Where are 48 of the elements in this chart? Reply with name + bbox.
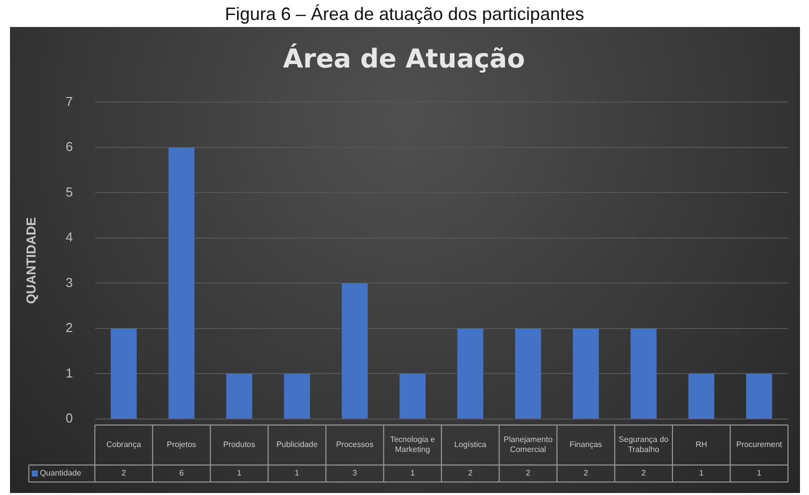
data-label: 1 <box>756 468 762 478</box>
bar <box>400 374 426 418</box>
text: Figura 6 – Área de atuação dos participantes <box>224 3 586 26</box>
x-tick-label: Finanças <box>570 440 602 450</box>
data-label: 2 <box>121 468 126 478</box>
x-tick-label: Logística <box>454 440 487 450</box>
y-tick-label: 3 <box>66 274 73 290</box>
x-tick-label: RH <box>696 440 708 450</box>
bar <box>168 147 194 418</box>
data-label: 2 <box>641 468 646 478</box>
x-tick-label: Segurança do Trabalho <box>618 435 670 454</box>
legend-label: Quantidade <box>40 468 82 478</box>
x-tick-label: Procurement <box>736 440 783 450</box>
bar <box>746 374 772 418</box>
y-tick-label: 2 <box>66 320 73 336</box>
bar <box>688 374 714 418</box>
x-tick-label: Cobrança <box>106 440 142 450</box>
data-label: 2 <box>468 468 474 478</box>
x-tick-label: Projetos <box>166 440 196 450</box>
bar <box>515 328 542 418</box>
bar <box>630 328 657 418</box>
y-tick-label: 0 <box>66 410 73 426</box>
y-tick-label: 4 <box>66 230 73 245</box>
y-tick-label: 6 <box>66 139 73 154</box>
y-tick-label: 7 <box>66 94 73 109</box>
data-label: 1 <box>294 468 300 478</box>
data-label: 3 <box>352 468 358 478</box>
data-label: 2 <box>526 468 531 478</box>
data-label: 2 <box>584 468 589 478</box>
y-tick-label: 5 <box>66 184 73 200</box>
data-label: 1 <box>410 468 416 478</box>
data-label: 6 <box>179 468 184 478</box>
x-tick-label: Tecnologia e Marketing <box>390 435 436 454</box>
y-axis-title: QUANTIDADE <box>23 216 38 304</box>
x-tick-label: Planejamento Comercial <box>504 435 554 454</box>
x-tick-label: Processos <box>336 440 374 450</box>
bar <box>457 328 484 418</box>
x-tick-label: Publicidade <box>276 440 318 450</box>
bar <box>572 328 599 418</box>
x-tick-label: Produtos <box>223 440 256 450</box>
y-tick-label: 1 <box>66 365 73 380</box>
data-label: 1 <box>699 468 704 478</box>
bar <box>110 328 137 418</box>
bar <box>226 374 252 418</box>
data-label: 1 <box>237 468 242 478</box>
bar <box>342 283 368 418</box>
chart-title: Área de Atuação <box>283 42 525 74</box>
bar <box>284 374 310 418</box>
